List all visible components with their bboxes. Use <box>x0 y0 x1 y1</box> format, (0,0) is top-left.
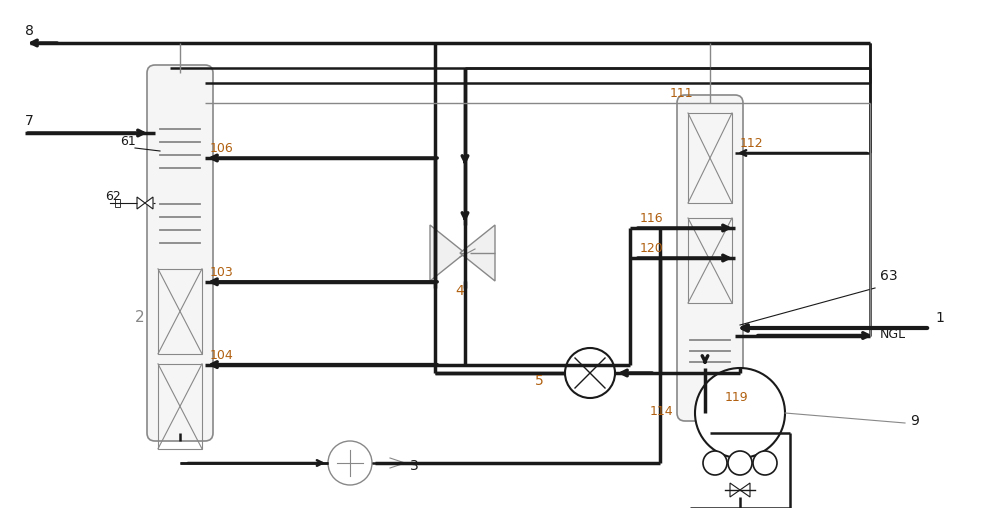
Text: 114: 114 <box>650 405 674 418</box>
Text: 103: 103 <box>210 266 234 279</box>
Text: 1: 1 <box>935 311 944 325</box>
Text: NGL: NGL <box>880 328 906 340</box>
Text: 62: 62 <box>105 190 121 203</box>
Text: 112: 112 <box>740 137 764 150</box>
Polygon shape <box>460 225 495 281</box>
Polygon shape <box>137 197 145 209</box>
Polygon shape <box>430 225 465 281</box>
Text: 104: 104 <box>210 348 234 362</box>
Text: 7: 7 <box>25 114 34 128</box>
Text: 119: 119 <box>725 391 749 404</box>
Circle shape <box>695 368 785 458</box>
Bar <box>158 364 202 449</box>
Text: 116: 116 <box>640 212 664 225</box>
Text: 63: 63 <box>880 269 898 283</box>
Text: 61: 61 <box>120 135 136 148</box>
Polygon shape <box>145 197 153 209</box>
Bar <box>688 113 732 203</box>
Circle shape <box>565 348 615 398</box>
Bar <box>158 269 202 354</box>
Polygon shape <box>730 483 740 497</box>
Text: 2: 2 <box>135 310 145 325</box>
FancyBboxPatch shape <box>147 65 213 441</box>
Polygon shape <box>740 483 750 497</box>
Text: 111: 111 <box>670 87 694 100</box>
Circle shape <box>328 441 372 485</box>
Text: 9: 9 <box>910 414 919 428</box>
Text: 106: 106 <box>210 142 234 155</box>
Circle shape <box>703 451 727 475</box>
Text: 120: 120 <box>640 242 664 255</box>
Bar <box>688 218 732 303</box>
Bar <box>115 199 120 207</box>
FancyBboxPatch shape <box>677 95 743 421</box>
Text: 4: 4 <box>455 284 464 298</box>
Circle shape <box>728 451 752 475</box>
Text: 5: 5 <box>535 374 544 388</box>
Text: 3: 3 <box>410 459 419 473</box>
Text: 8: 8 <box>25 24 34 38</box>
Circle shape <box>753 451 777 475</box>
